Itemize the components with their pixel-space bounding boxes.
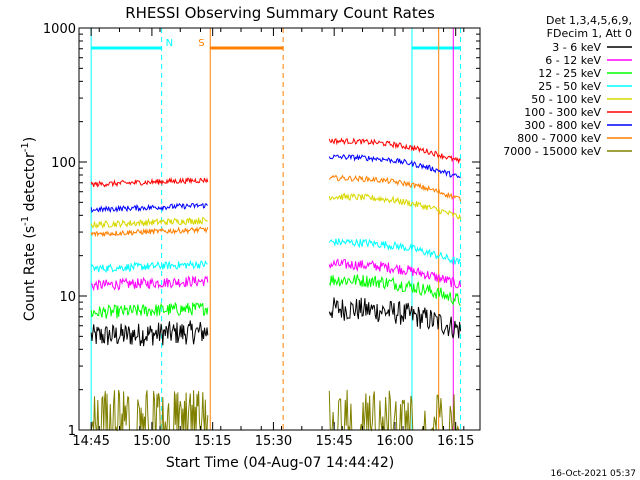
legend-label-7: 800 - 7000 keV xyxy=(517,132,601,145)
series-line-2-segment-0 xyxy=(90,301,209,319)
x-tick-label-2: 15:15 xyxy=(194,434,231,449)
y-label-part-2: detector xyxy=(22,152,38,216)
y-axis: 1 10 100 1000 xyxy=(43,22,480,439)
series-line-2-segment-1 xyxy=(328,274,461,306)
legend-header-1: FDecim 1, Att 0 xyxy=(547,27,632,40)
y-axis-label: Count Rate (s-1 detector-1) xyxy=(20,137,38,321)
series-line-7-segment-0 xyxy=(90,226,209,238)
series-line-5-segment-1 xyxy=(328,137,461,165)
x-axis-label: Start Time (04-Aug-07 14:44:42) xyxy=(166,455,394,471)
legend-label-6: 300 - 800 keV xyxy=(524,119,601,132)
y-tick-label-1: 10 xyxy=(59,290,76,305)
legend-label-8: 7000 - 15000 keV xyxy=(503,145,601,158)
y-tick-label-2: 100 xyxy=(51,156,76,171)
series-line-0-segment-0 xyxy=(90,320,209,347)
series-line-1-segment-0 xyxy=(91,275,209,292)
series-line-7-segment-1 xyxy=(328,174,462,202)
series-line-4-segment-0 xyxy=(90,216,208,230)
series-line-1-segment-1 xyxy=(328,258,462,289)
series-line-5-segment-0 xyxy=(90,176,209,188)
legend-label-1: 6 - 12 keV xyxy=(545,54,601,67)
chart-title: RHESSI Observing Summary Count Rates xyxy=(125,4,435,22)
legend-label-0: 3 - 6 keV xyxy=(552,41,601,54)
series-line-6-segment-1 xyxy=(328,153,461,179)
series-line-0-segment-1 xyxy=(328,297,462,339)
footer-timestamp: 16-Oct-2021 05:37 xyxy=(551,469,636,479)
x-tick-label-5: 16:00 xyxy=(376,434,413,449)
x-tick-label-6: 16:15 xyxy=(437,434,474,449)
x-tick-label-0: 14:45 xyxy=(72,434,109,449)
series-line-8-segment-1 xyxy=(328,389,461,432)
x-tick-label-3: 15:30 xyxy=(255,434,292,449)
x-axis: 14:45 15:00 15:15 15:30 15:45 16:00 16:15 xyxy=(72,28,474,449)
legend-header-0: Det 1,3,4,5,6,9, xyxy=(546,14,632,27)
flag-label-1: S xyxy=(198,38,204,49)
legend-label-2: 12 - 25 keV xyxy=(538,67,601,80)
series-line-6-segment-0 xyxy=(90,202,208,214)
y-label-part-1: Count Rate (s xyxy=(22,226,38,321)
legend-label-5: 100 - 300 keV xyxy=(524,106,601,119)
series-line-3-segment-1 xyxy=(328,238,461,265)
y-label-sup-1: -1 xyxy=(20,216,31,226)
series-line-3-segment-0 xyxy=(90,259,208,274)
plot-frame xyxy=(78,27,481,431)
x-tick-label-4: 15:45 xyxy=(315,434,352,449)
y-label-sup-2: -1 xyxy=(20,142,31,152)
y-tick-label-3: 1000 xyxy=(43,22,76,37)
legend-label-3: 25 - 50 keV xyxy=(538,80,601,93)
flag-label-0: N xyxy=(166,38,173,49)
y-tick-label-0: 1 xyxy=(68,424,76,439)
legend-label-4: 50 - 100 keV xyxy=(531,93,601,106)
x-tick-label-1: 15:00 xyxy=(133,434,170,449)
y-label-part-3: ) xyxy=(22,137,38,142)
series-line-4-segment-1 xyxy=(328,192,462,220)
legend: Det 1,3,4,5,6,9,FDecim 1, Att 03 - 6 keV… xyxy=(503,14,632,158)
